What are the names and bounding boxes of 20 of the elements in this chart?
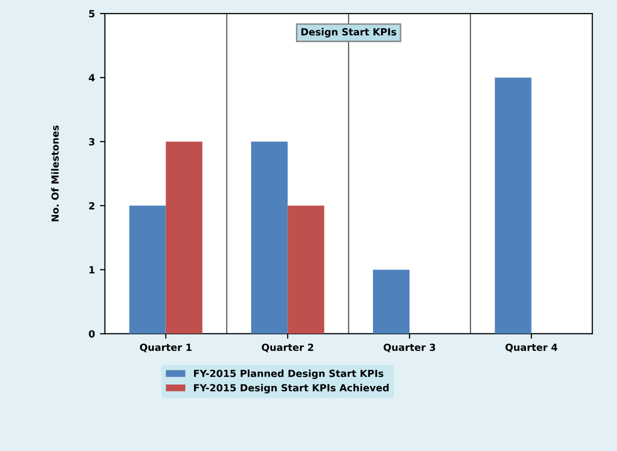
bar bbox=[166, 142, 202, 334]
y-axis-title: No. Of Milestones bbox=[51, 126, 59, 222]
y-tick-label: 5 bbox=[89, 10, 94, 18]
y-tick-label: 4 bbox=[88, 74, 95, 82]
text: Design Start KPIs bbox=[301, 28, 396, 38]
y-tick-label: 3 bbox=[89, 138, 94, 146]
bar bbox=[372, 270, 410, 334]
x-tick-label: Quarter 4 bbox=[506, 344, 558, 352]
x-tick-label: Quarter 1 bbox=[140, 344, 192, 352]
bar bbox=[288, 206, 324, 334]
bar bbox=[494, 78, 532, 334]
x-tick-label: Quarter 3 bbox=[384, 344, 436, 352]
legend-label: FY-2015 Design Start KPIs Achieved bbox=[194, 384, 389, 394]
bar bbox=[129, 206, 166, 334]
legend-label: FY-2015 Planned Design Start KPIs bbox=[194, 370, 384, 380]
y-tick-label: 0 bbox=[88, 330, 95, 338]
x-tick-label: Quarter 2 bbox=[262, 344, 314, 352]
bar bbox=[251, 142, 288, 334]
y-tick-label: 2 bbox=[89, 202, 94, 210]
y-tick-label: 1 bbox=[90, 266, 94, 274]
